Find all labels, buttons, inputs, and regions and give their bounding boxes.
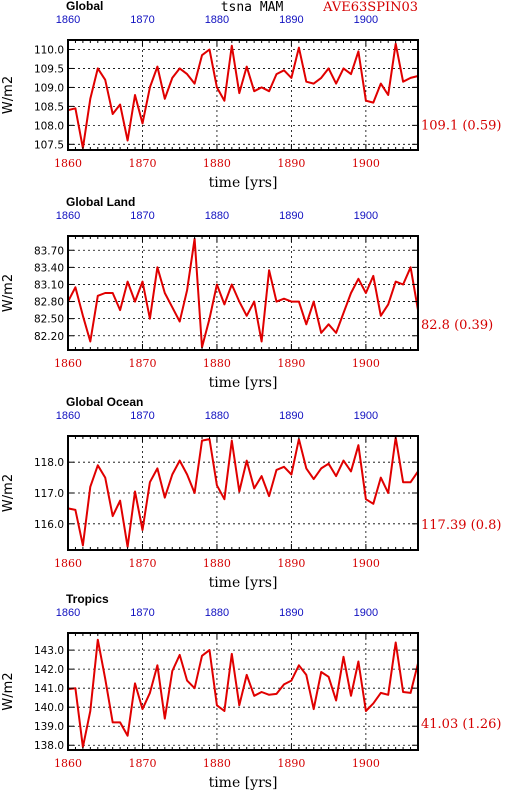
x-tick-label: 1860 [54,757,82,770]
y-tick-label: 83.40 [34,262,64,274]
mean-std-label: 82.8 (0.39) [421,318,493,333]
x-tick-label-top: 1900 [354,607,378,619]
x-tick-label: 1870 [128,157,156,170]
x-tick-label-top: 1900 [354,210,378,222]
x-axis-label: time [yrs] [209,575,278,591]
x-tick-label-top: 1860 [56,607,80,619]
y-tick-label: 82.20 [34,331,64,343]
y-axis-label: W/m2 [1,274,16,312]
y-tick-label: 83.10 [34,279,64,291]
x-tick-label: 1890 [277,357,305,370]
x-tick-label: 1890 [277,757,305,770]
y-tick-label: 107.5 [34,139,64,151]
y-tick-label: 82.80 [34,297,64,309]
x-tick-label: 1880 [203,757,231,770]
x-tick-label-top: 1890 [279,210,303,222]
y-tick-label: 118.0 [34,457,64,469]
panel-title: Tropics [66,592,109,606]
y-tick-label: 143.0 [34,645,64,657]
x-tick-label: 1870 [128,357,156,370]
x-tick-label-top: 1900 [354,410,378,422]
series-line [67,638,419,749]
series-line [67,237,419,349]
x-tick-label-top: 1880 [205,210,229,222]
experiment-label: AVE63SPIN03 [322,0,418,15]
x-tick-label-top: 1870 [130,410,154,422]
panel-title: Global Land [66,195,135,209]
y-tick-label: 108.5 [34,101,64,113]
x-tick-label: 1900 [352,557,380,570]
x-tick-label: 1880 [203,157,231,170]
mean-std-label: 41.03 (1.26) [421,717,501,732]
y-tick-label: 82.50 [34,314,64,326]
y-tick-label: 109.5 [34,63,64,75]
mean-std-label: 109.1 (0.59) [421,119,501,134]
x-tick-label: 1900 [352,757,380,770]
x-tick-label: 1890 [277,557,305,570]
y-axis-label: W/m2 [1,76,16,114]
x-tick-label-top: 1890 [279,14,303,26]
y-tick-label: 138.0 [34,740,64,752]
y-tick-label: 139.0 [34,721,64,733]
x-tick-label-top: 1890 [279,607,303,619]
x-axis-label: time [yrs] [209,175,278,191]
mean-std-label: 117.39 (0.8) [421,518,501,533]
plot-frame [67,39,419,151]
x-tick-label-top: 1860 [56,210,80,222]
chart-panel-2: Global Land18601860187018701880188018901… [1,195,493,391]
x-tick-label: 1900 [352,157,380,170]
chart-panel-1: Global1860186018701870188018801890189019… [1,0,501,191]
y-axis-label: W/m2 [1,672,16,710]
y-tick-label: 110.0 [34,44,64,56]
x-tick-label-top: 1870 [130,210,154,222]
x-tick-label-top: 1880 [205,14,229,26]
chart-panel-4: Tropics186018601870187018801880189018901… [1,592,501,791]
x-tick-label: 1880 [203,357,231,370]
y-tick-label: 140.0 [34,702,64,714]
x-tick-label: 1870 [128,757,156,770]
x-tick-label: 1900 [352,357,380,370]
y-axis-label: W/m2 [1,474,16,512]
x-axis-label: time [yrs] [209,375,278,391]
x-tick-label-top: 1890 [279,410,303,422]
x-tick-label-top: 1900 [354,14,378,26]
series-line [67,436,419,548]
x-tick-label: 1860 [54,157,82,170]
x-axis-label: time [yrs] [209,775,278,791]
x-tick-label: 1860 [54,357,82,370]
panel-title: Global Ocean [66,395,143,409]
x-tick-label: 1870 [128,557,156,570]
plot-frame [67,632,419,751]
figure-title: tsna MAM [221,0,284,15]
y-tick-label: 109.0 [34,82,64,94]
y-tick-label: 141.0 [34,683,64,695]
panel-title: Global [66,0,103,13]
x-tick-label-top: 1880 [205,410,229,422]
x-tick-label: 1860 [54,557,82,570]
y-tick-label: 116.0 [34,519,64,531]
x-tick-label: 1880 [203,557,231,570]
x-tick-label-top: 1860 [56,14,80,26]
chart-panel-3: Global Ocean1860186018701870188018801890… [1,395,501,591]
x-tick-label-top: 1880 [205,607,229,619]
series-line [67,42,419,150]
y-tick-label: 83.70 [34,245,64,257]
y-tick-label: 108.0 [34,120,64,132]
x-tick-label: 1890 [277,157,305,170]
x-tick-label-top: 1870 [130,607,154,619]
x-tick-label-top: 1860 [56,410,80,422]
x-tick-label-top: 1870 [130,14,154,26]
y-tick-label: 117.0 [34,488,64,500]
y-tick-label: 142.0 [34,664,64,676]
plot-frame [67,235,419,351]
